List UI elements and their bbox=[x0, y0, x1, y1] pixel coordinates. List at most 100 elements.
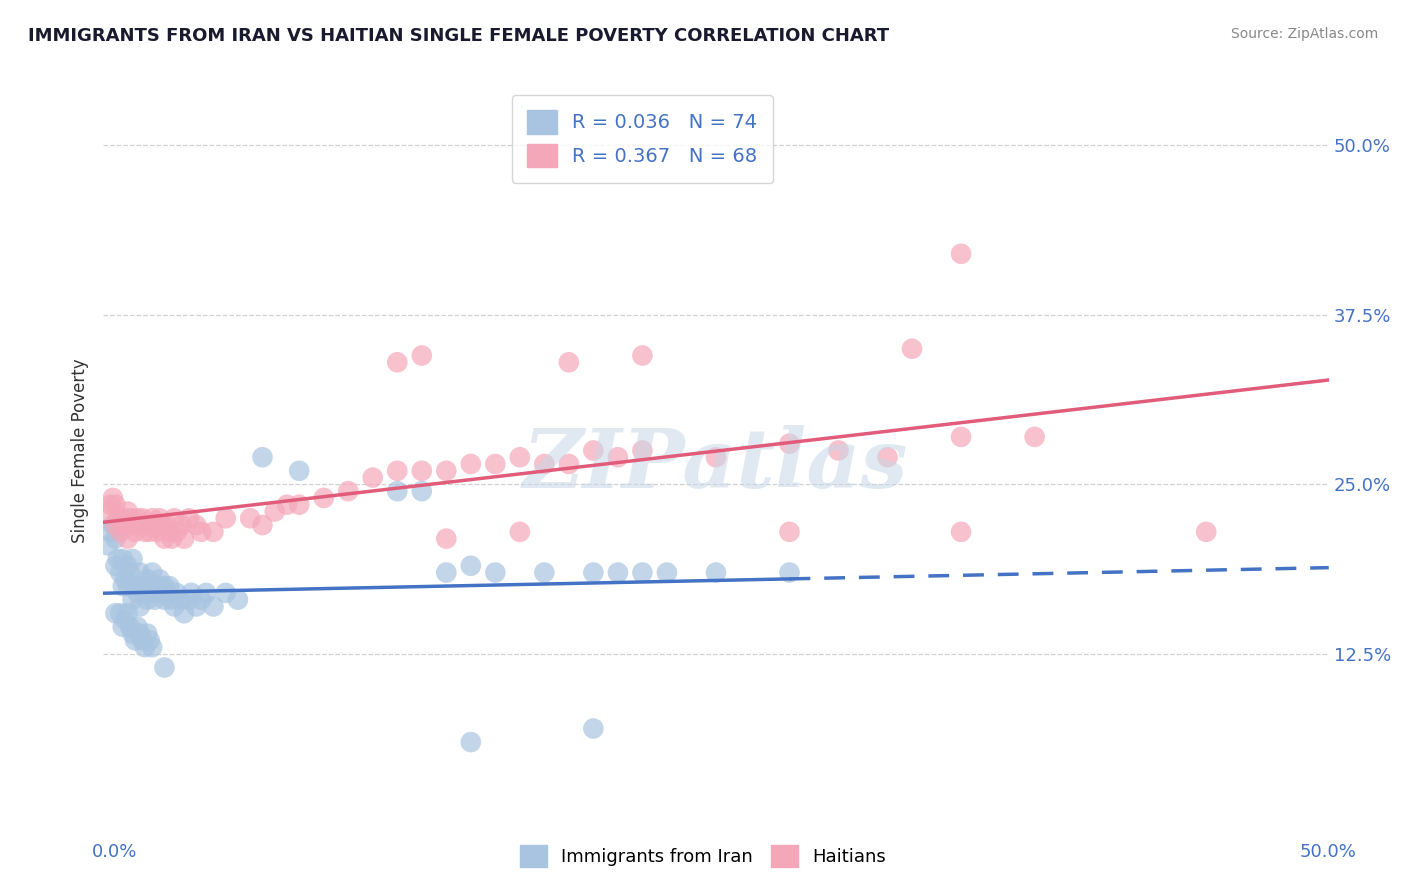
Point bbox=[558, 457, 581, 471]
Point bbox=[558, 355, 581, 369]
Point bbox=[104, 498, 127, 512]
Point bbox=[110, 566, 132, 580]
Point bbox=[704, 450, 727, 465]
Point bbox=[129, 518, 152, 533]
Point bbox=[131, 633, 153, 648]
Point bbox=[606, 450, 628, 465]
Point bbox=[950, 430, 973, 444]
Point bbox=[173, 532, 195, 546]
Point bbox=[631, 443, 654, 458]
Point bbox=[117, 579, 139, 593]
Point bbox=[121, 626, 143, 640]
Point bbox=[104, 532, 127, 546]
Point bbox=[411, 464, 433, 478]
Point bbox=[387, 355, 409, 369]
Point bbox=[655, 566, 678, 580]
Point bbox=[157, 579, 180, 593]
Point bbox=[120, 566, 142, 580]
Point bbox=[582, 566, 605, 580]
Point bbox=[117, 558, 139, 573]
Point bbox=[127, 586, 149, 600]
Point bbox=[127, 620, 149, 634]
Point bbox=[827, 443, 849, 458]
Point bbox=[146, 579, 169, 593]
Point bbox=[131, 511, 153, 525]
Legend: R = 0.036   N = 74, R = 0.367   N = 68: R = 0.036 N = 74, R = 0.367 N = 68 bbox=[512, 95, 773, 183]
Point bbox=[387, 484, 409, 499]
Point bbox=[276, 498, 298, 512]
Point bbox=[156, 518, 179, 533]
Point bbox=[166, 586, 188, 600]
Text: 50.0%: 50.0% bbox=[1301, 843, 1357, 861]
Point bbox=[157, 524, 180, 539]
Point bbox=[129, 599, 152, 614]
Point bbox=[779, 524, 801, 539]
Point bbox=[110, 606, 132, 620]
Point bbox=[117, 606, 139, 620]
Point bbox=[134, 640, 156, 654]
Point bbox=[121, 518, 143, 533]
Point bbox=[129, 626, 152, 640]
Point bbox=[148, 511, 170, 525]
Point bbox=[631, 349, 654, 363]
Point bbox=[138, 633, 160, 648]
Point bbox=[484, 457, 506, 471]
Point bbox=[190, 592, 212, 607]
Point bbox=[166, 524, 188, 539]
Point bbox=[460, 735, 482, 749]
Point bbox=[124, 633, 146, 648]
Point bbox=[1195, 524, 1218, 539]
Point bbox=[136, 626, 159, 640]
Point bbox=[104, 606, 127, 620]
Point bbox=[110, 524, 132, 539]
Point bbox=[120, 511, 142, 525]
Point bbox=[876, 450, 898, 465]
Point bbox=[136, 572, 159, 586]
Point bbox=[631, 566, 654, 580]
Point bbox=[107, 552, 129, 566]
Point bbox=[111, 579, 134, 593]
Point bbox=[124, 524, 146, 539]
Point bbox=[153, 660, 176, 674]
Point bbox=[127, 511, 149, 525]
Point bbox=[163, 599, 186, 614]
Point bbox=[177, 592, 200, 607]
Text: 0.0%: 0.0% bbox=[91, 843, 136, 861]
Point bbox=[150, 586, 173, 600]
Point bbox=[202, 599, 225, 614]
Point bbox=[190, 524, 212, 539]
Point bbox=[143, 518, 166, 533]
Point bbox=[582, 722, 605, 736]
Point bbox=[901, 342, 924, 356]
Point bbox=[288, 464, 311, 478]
Text: Source: ZipAtlas.com: Source: ZipAtlas.com bbox=[1230, 27, 1378, 41]
Point bbox=[97, 538, 120, 552]
Point bbox=[533, 566, 555, 580]
Point bbox=[100, 498, 122, 512]
Point bbox=[104, 518, 127, 533]
Point bbox=[779, 436, 801, 450]
Point bbox=[111, 552, 134, 566]
Point bbox=[434, 532, 457, 546]
Point bbox=[252, 450, 274, 465]
Point bbox=[509, 524, 531, 539]
Point bbox=[186, 599, 208, 614]
Point bbox=[120, 620, 142, 634]
Point bbox=[141, 566, 163, 580]
Point bbox=[136, 518, 159, 533]
Point bbox=[111, 620, 134, 634]
Point bbox=[97, 504, 120, 518]
Point bbox=[1024, 430, 1046, 444]
Point bbox=[141, 511, 163, 525]
Point bbox=[117, 532, 139, 546]
Point bbox=[124, 579, 146, 593]
Point bbox=[138, 579, 160, 593]
Point bbox=[186, 518, 208, 533]
Point bbox=[153, 579, 176, 593]
Point bbox=[239, 511, 262, 525]
Point bbox=[226, 592, 249, 607]
Point bbox=[114, 613, 136, 627]
Point bbox=[143, 592, 166, 607]
Point bbox=[582, 443, 605, 458]
Point bbox=[141, 640, 163, 654]
